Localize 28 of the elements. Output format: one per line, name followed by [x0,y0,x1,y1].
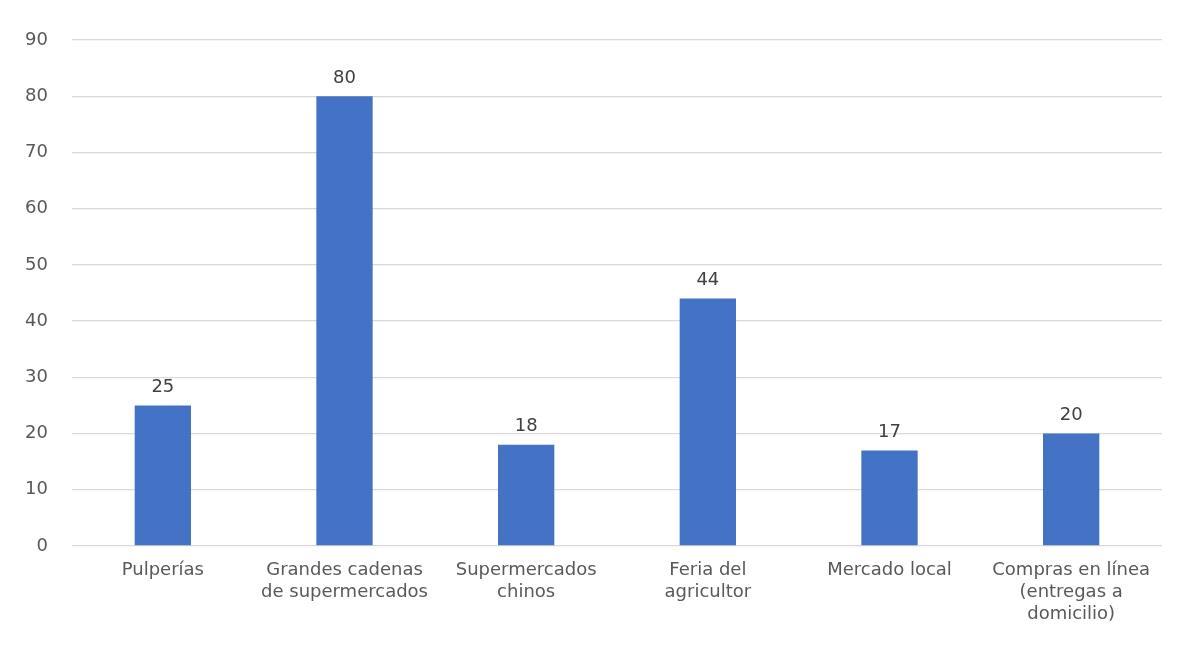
bar [679,298,736,546]
data-label: 25 [151,375,175,397]
y-tick-label: 0 [36,533,48,555]
bar [861,450,918,546]
x-tick-label: Pulperías [121,558,204,580]
x-tick-label: Mercado local [827,558,952,580]
y-tick-label: 50 [25,252,48,274]
bar [316,96,373,546]
y-tick-label: 90 [25,27,48,49]
y-tick-label: 40 [25,308,48,330]
bar [498,444,555,546]
y-tick-label: 20 [25,421,48,443]
y-tick-label: 30 [25,365,48,387]
data-label: 18 [514,414,538,436]
x-tick-label: Supermercados chinos [455,558,597,602]
data-label: 17 [878,420,901,442]
x-tick-label: Grandes cadenas de supermercados [261,558,428,602]
bar [1043,433,1100,546]
data-label: 80 [333,65,356,87]
x-tick-label: Compras en línea (entregas a domicilio) [992,558,1151,623]
y-tick-label: 70 [25,140,48,162]
y-tick-label: 80 [25,83,48,105]
bar [134,405,191,546]
y-tick-label: 10 [25,477,48,499]
x-tick-label: Feria del agricultor [664,558,752,602]
data-label: 44 [696,268,720,290]
y-tick-label: 60 [25,196,48,218]
data-label: 20 [1059,403,1083,425]
